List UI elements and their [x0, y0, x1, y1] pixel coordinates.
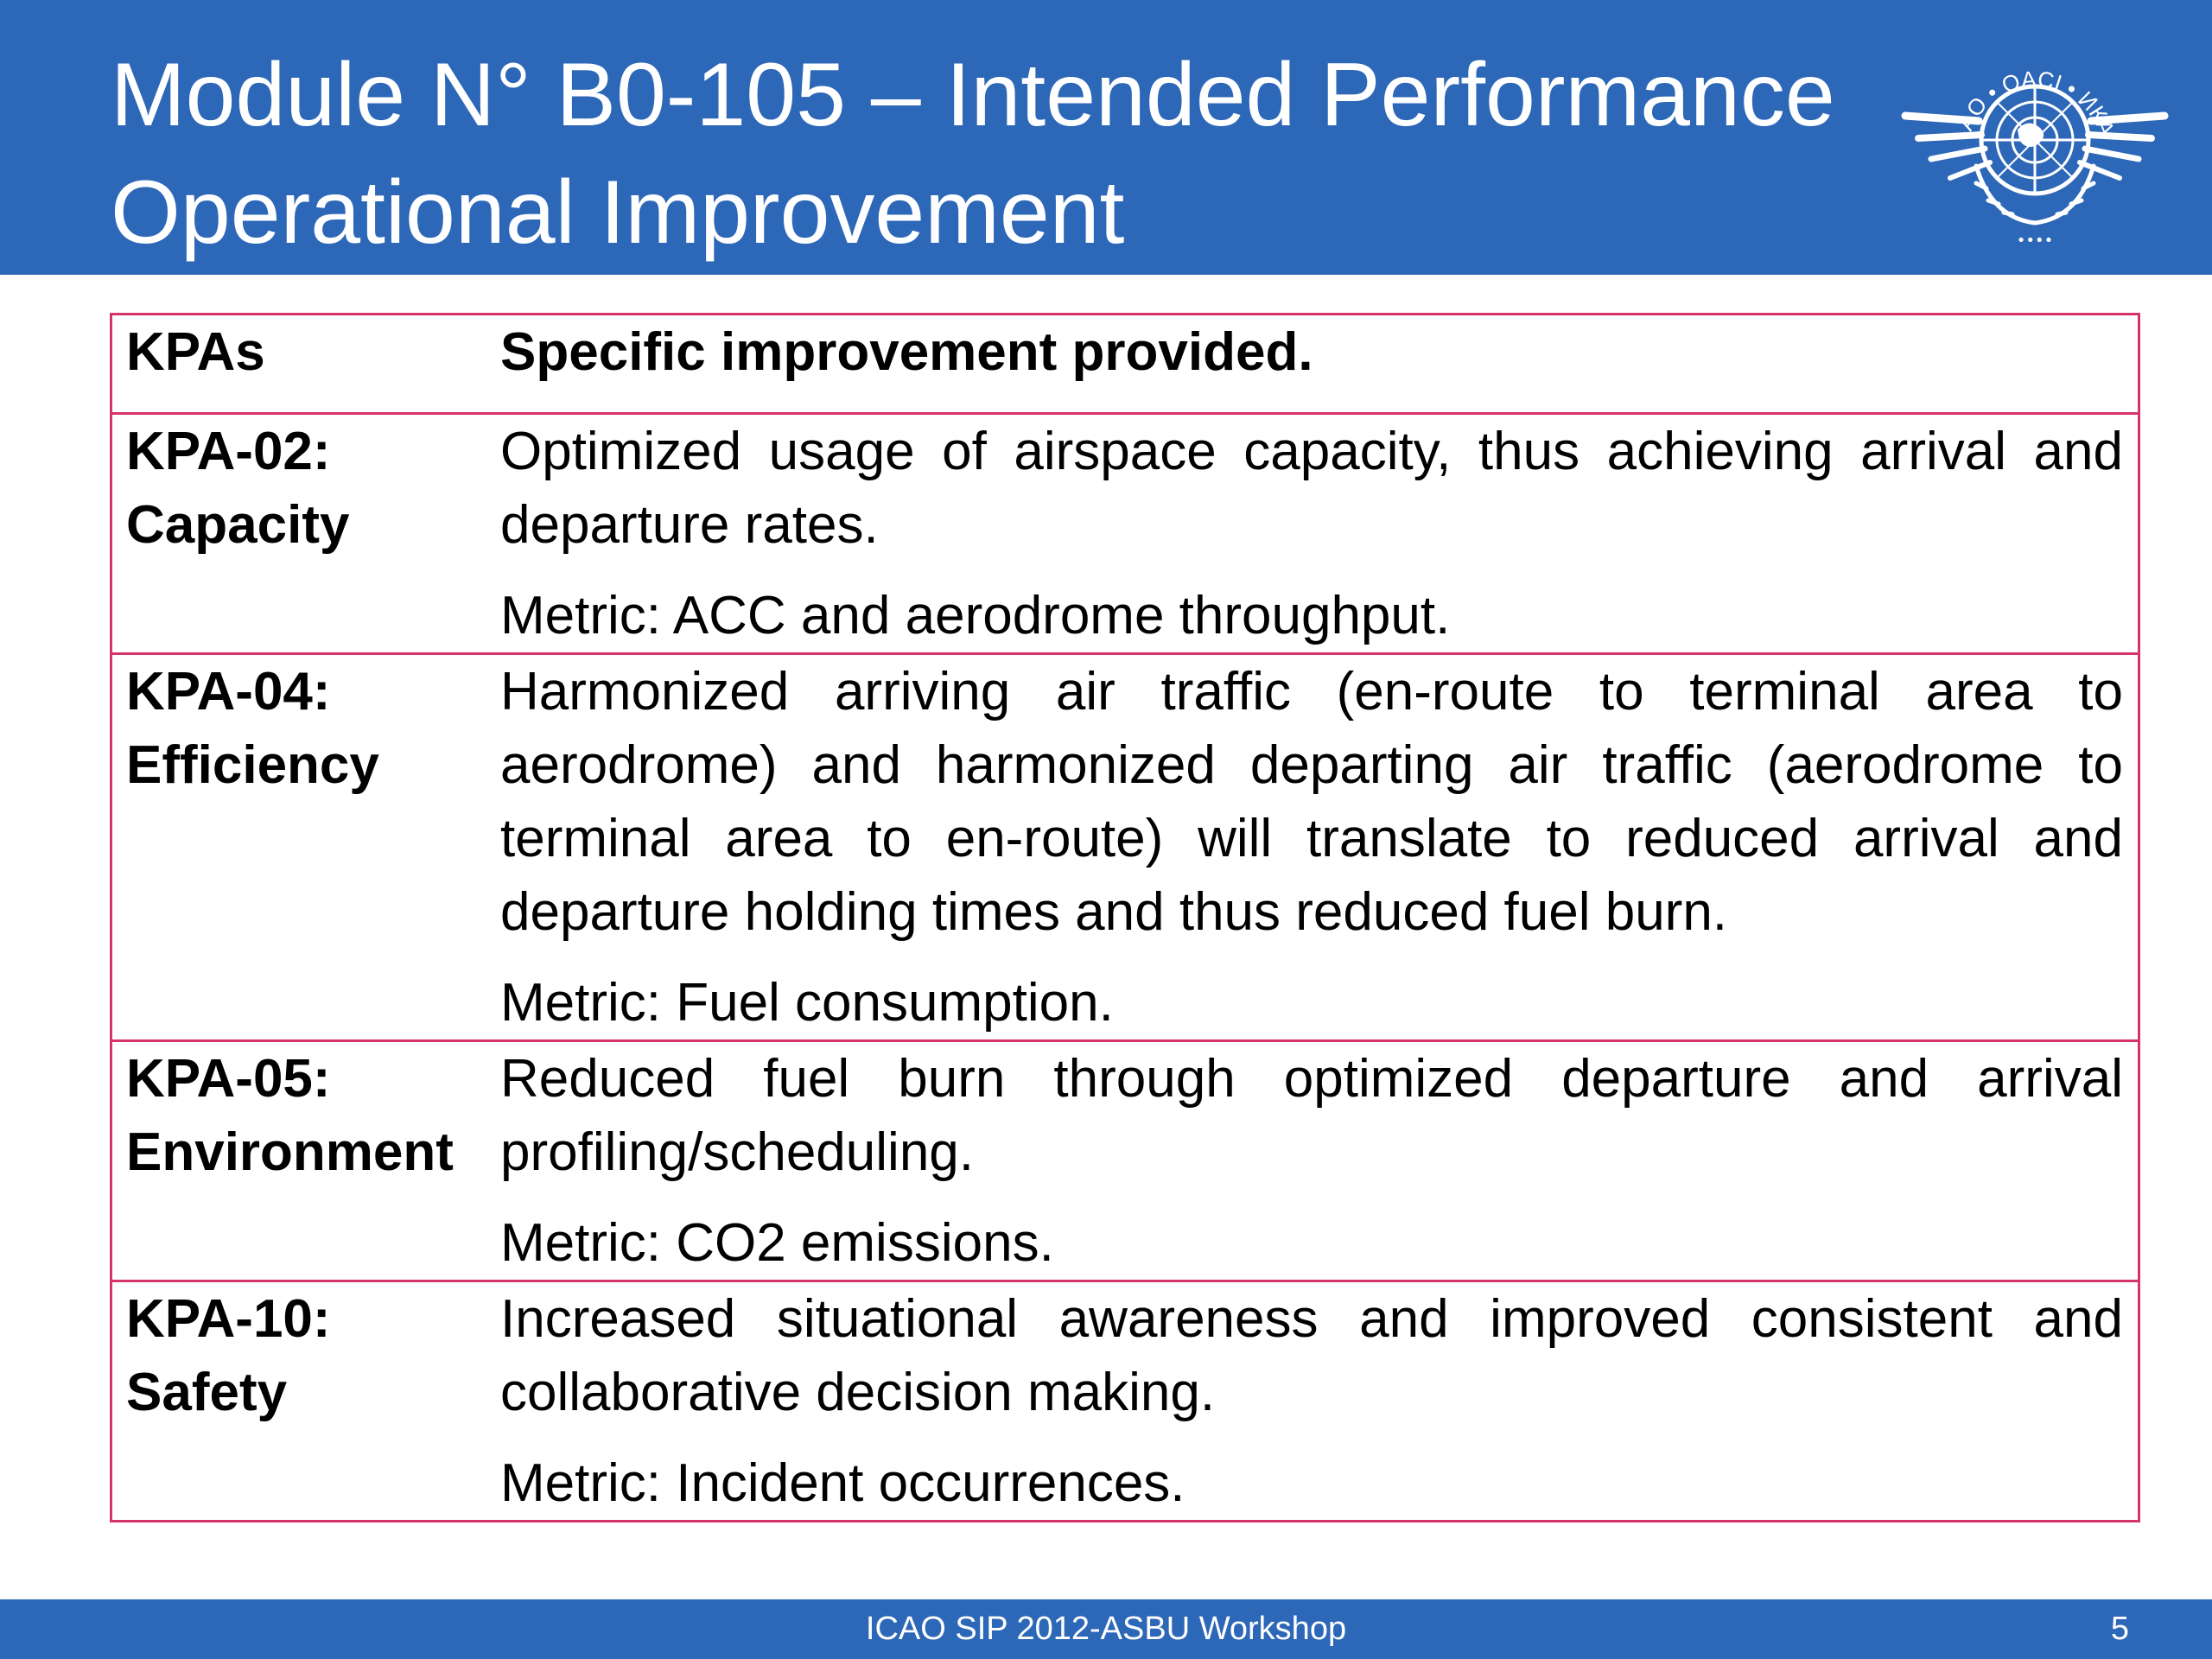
footer-bar: ICAO SIP 2012-ASBU Workshop 5: [0, 1599, 2212, 1659]
improvement-description: Increased situational awareness and impr…: [500, 1289, 2123, 1422]
kpa-cell: KPA-02: Capacity: [111, 412, 500, 655]
improvement-description: Reduced fuel burn through optimized depa…: [500, 1049, 2123, 1182]
slide-title-line-2: Operational Improvement: [111, 162, 1125, 263]
improvement-description: Harmonized arriving air traffic (en-rout…: [500, 662, 2123, 942]
table-row: KPA-04: Efficiency Harmonized arriving a…: [111, 652, 2139, 1042]
improvement-cell: Increased situational awareness and impr…: [500, 1280, 2139, 1522]
table-row: KPA-02: Capacity Optimized usage of airs…: [111, 412, 2139, 655]
improvement-metric: Metric: CO2 emissions.: [500, 1213, 1054, 1273]
kpa-id: KPA-10:: [126, 1289, 331, 1349]
kpa-name: Environment: [126, 1122, 454, 1182]
svg-text:••••: ••••: [2017, 232, 2053, 250]
kpa-table: KPAs Specific improvement provided. KPA-…: [110, 313, 2140, 1522]
improvement-cell: Harmonized arriving air traffic (en-rout…: [500, 652, 2139, 1042]
kpa-cell: KPA-05: Environment: [111, 1039, 500, 1282]
table-header-row: KPAs Specific improvement provided.: [111, 313, 2139, 415]
kpa-name: Capacity: [126, 495, 350, 555]
table-row: KPA-05: Environment Reduced fuel burn th…: [111, 1039, 2139, 1282]
slide-title-line-1: Module N° B0-105 – Intended Performance: [111, 45, 1835, 145]
improvement-cell: Optimized usage of airspace capacity, th…: [500, 412, 2139, 655]
improvement-metric: Metric: Fuel consumption.: [500, 973, 1114, 1033]
slide-title: Module N° B0-105 – Intended Performance …: [111, 36, 1839, 271]
header-improvement: Specific improvement provided.: [500, 313, 2139, 415]
page-number: 5: [2110, 1611, 2129, 1647]
header-kpas: KPAs: [111, 313, 500, 415]
kpa-name: Efficiency: [126, 735, 379, 795]
improvement-metric: Metric: ACC and aerodrome throughput.: [500, 586, 1451, 645]
table-row: KPA-10: Safety Increased situational awa…: [111, 1280, 2139, 1522]
icao-emblem-icon: ICAO • OACI • ИКАО: [1888, 0, 2173, 252]
kpa-id: KPA-02:: [126, 422, 331, 481]
improvement-cell: Reduced fuel burn through optimized depa…: [500, 1039, 2139, 1282]
improvement-description: Optimized usage of airspace capacity, th…: [500, 422, 2123, 555]
header-bar: Module N° B0-105 – Intended Performance …: [0, 0, 2212, 275]
kpa-id: KPA-04:: [126, 662, 331, 721]
kpa-cell: KPA-10: Safety: [111, 1280, 500, 1522]
kpa-id: KPA-05:: [126, 1049, 331, 1109]
improvement-metric: Metric: Incident occurrences.: [500, 1453, 1185, 1513]
kpa-cell: KPA-04: Efficiency: [111, 652, 500, 1042]
footer-text: ICAO SIP 2012-ASBU Workshop: [865, 1611, 1347, 1647]
kpa-name: Safety: [126, 1363, 288, 1422]
